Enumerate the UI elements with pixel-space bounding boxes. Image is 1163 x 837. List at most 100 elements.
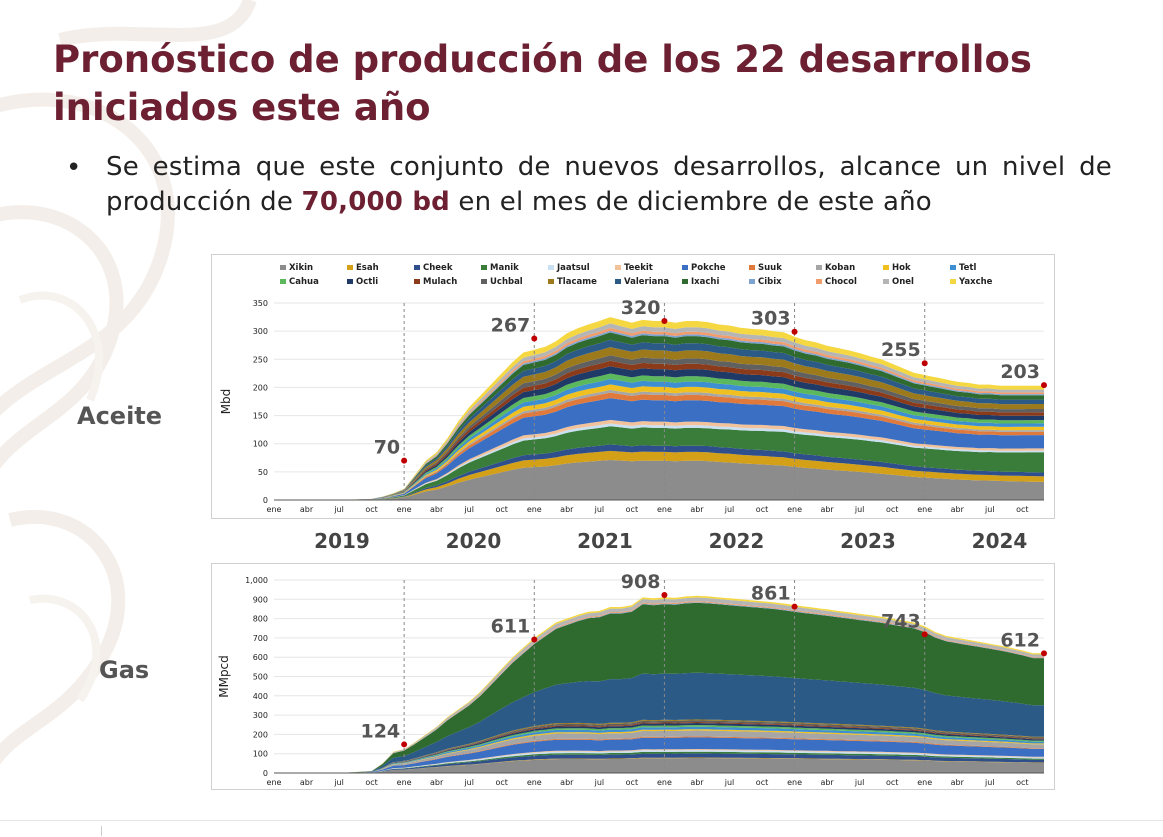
y-tick-label: 0 (263, 496, 268, 505)
legend-swatch (414, 279, 420, 284)
legend-item: Octli (356, 277, 378, 287)
peak-marker (791, 603, 798, 610)
x-tick-label: abr (300, 505, 314, 514)
peak-marker (661, 318, 668, 325)
value-annotation: 124 (360, 720, 400, 742)
x-tick-label: oct (1016, 505, 1028, 514)
oil-chart-frame: Xikin Esah Cheek Manik Jaatsul Teekit Pokche Su… (211, 254, 1055, 519)
legend-swatch (615, 279, 621, 284)
x-tick-label: ene (657, 778, 672, 787)
legend-item: Cibix (758, 277, 782, 287)
x-tick-label: oct (756, 778, 768, 787)
x-tick-label: abr (690, 778, 704, 787)
x-tick-label: abr (951, 505, 965, 514)
peak-marker (921, 360, 928, 367)
x-tick-label: oct (886, 778, 898, 787)
value-annotation: 70 (374, 437, 400, 459)
legend-item: Esah (356, 263, 379, 273)
year-label: 2024 (971, 529, 1028, 553)
bullet-dot: • (66, 153, 82, 183)
legend-swatch (347, 265, 353, 270)
peak-marker (401, 741, 408, 748)
x-tick-label: abr (560, 778, 574, 787)
bullet-text-start: Se estima que este conjunto de nuevos de… (106, 152, 1112, 217)
legend-item: Uchbal (490, 277, 523, 287)
y-axis-label: MMpcd (217, 655, 231, 698)
y-tick-label: 200 (253, 730, 268, 739)
year-label: 2019 (314, 529, 370, 553)
x-tick-label: jul (854, 778, 865, 787)
oil-production-chart: Xikin Esah Cheek Manik Jaatsul Teekit Pokche Su… (219, 263, 1047, 514)
value-annotation: 743 (881, 610, 921, 632)
y-tick-label: 300 (253, 327, 268, 336)
x-tick-label: oct (496, 505, 508, 514)
footer-tick (101, 826, 102, 836)
y-tick-label: 200 (253, 383, 268, 392)
slide-title: Pronóstico de producción de los 22 desar… (53, 38, 1032, 129)
oil-row-label: Aceite (77, 402, 163, 430)
x-tick-label: jul (594, 778, 605, 787)
legend-item: Koban (825, 263, 855, 273)
peak-marker (1041, 382, 1047, 389)
x-tick-label: ene (657, 505, 672, 514)
legend-swatch (883, 279, 889, 284)
legend-swatch (481, 265, 487, 270)
x-tick-label: jul (724, 778, 735, 787)
x-tick-label: oct (756, 505, 768, 514)
x-tick-label: ene (397, 778, 412, 787)
area-series-xikin (274, 460, 1044, 500)
legend-item: Manik (490, 263, 519, 273)
x-tick-label: jul (463, 505, 474, 514)
y-axis-label: Mbd (219, 389, 233, 415)
legend-swatch (950, 265, 956, 270)
bullet-highlight: 70,000 bd (301, 187, 450, 217)
x-tick-label: abr (300, 778, 314, 787)
bullet-text-end: en el mes de diciembre de este año (449, 187, 932, 217)
x-tick-label: oct (626, 778, 638, 787)
legend-item: Teekit (624, 263, 653, 273)
legend-swatch (749, 265, 755, 270)
legend-swatch (682, 279, 688, 284)
legend-item: Tetl (959, 263, 976, 273)
gas-production-chart: 0 100 200 300 400 500 600 700 800 900 1,000 MMpcd en… (217, 571, 1047, 787)
legend-item: Ixachi (691, 277, 719, 287)
area-series-pokche (274, 737, 1044, 773)
y-tick-label: 250 (253, 355, 268, 364)
x-tick-label: jul (724, 505, 735, 514)
legend-swatch (548, 279, 554, 284)
x-tick-label: ene (397, 505, 412, 514)
legend-swatch (682, 265, 688, 270)
y-tick-label: 100 (253, 440, 268, 449)
year-label: 2022 (708, 529, 765, 553)
legend-item: Pokche (691, 263, 726, 273)
x-tick-label: ene (787, 505, 802, 514)
year-label: 2020 (445, 529, 502, 553)
x-tick-label: jul (463, 778, 474, 787)
x-tick-label: jul (984, 778, 995, 787)
y-tick-label: 400 (253, 692, 268, 701)
value-annotation: 611 (491, 615, 531, 637)
value-annotation: 861 (751, 583, 791, 605)
x-tick-label: oct (496, 778, 508, 787)
y-tick-label: 600 (253, 653, 268, 662)
area-series-cheek (274, 753, 1044, 773)
y-tick-label: 500 (253, 673, 268, 682)
legend-swatch (816, 265, 822, 270)
peak-marker (401, 457, 408, 464)
year-label: 2021 (577, 529, 633, 553)
legend-item: Cheek (423, 263, 453, 273)
value-annotation: 320 (621, 297, 661, 319)
legend-swatch (414, 265, 420, 270)
legend-swatch (280, 265, 286, 270)
value-annotation: 303 (751, 308, 791, 330)
x-tick-label: abr (430, 778, 444, 787)
peak-marker (921, 631, 928, 638)
x-tick-label: jul (333, 505, 344, 514)
legend-swatch (481, 279, 487, 284)
area-series-valeriana (274, 672, 1044, 773)
x-tick-label: ene (267, 778, 282, 787)
legend-item: Chocol (825, 277, 857, 287)
x-tick-label: abr (560, 505, 574, 514)
x-tick-label: ene (917, 505, 932, 514)
x-tick-label: ene (917, 778, 932, 787)
